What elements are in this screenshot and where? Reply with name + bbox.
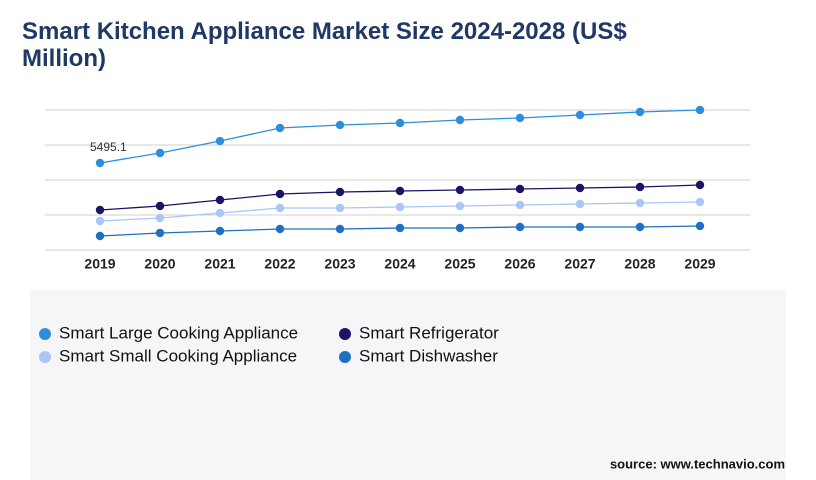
data-point xyxy=(215,226,225,236)
data-point xyxy=(95,231,105,241)
data-point xyxy=(455,115,465,125)
data-point xyxy=(155,228,165,238)
x-tick-label: 2020 xyxy=(144,256,175,272)
data-point xyxy=(635,222,645,232)
data-point xyxy=(155,148,165,158)
data-point xyxy=(455,185,465,195)
data-point xyxy=(515,200,525,210)
legend-marker xyxy=(39,351,51,363)
data-point xyxy=(395,118,405,128)
x-tick-label: 2021 xyxy=(204,256,235,272)
data-point xyxy=(215,208,225,218)
data-point xyxy=(95,158,105,168)
x-tick-label: 2022 xyxy=(264,256,295,272)
x-tick-label: 2025 xyxy=(444,256,475,272)
data-point xyxy=(575,110,585,120)
data-point xyxy=(155,213,165,223)
legend-label: Smart Small Cooking Appliance xyxy=(59,346,297,365)
legend-label: Smart Dishwasher xyxy=(359,346,498,365)
data-point xyxy=(515,113,525,123)
data-point xyxy=(275,189,285,199)
data-point xyxy=(335,203,345,213)
data-point xyxy=(695,221,705,231)
legend-marker xyxy=(339,351,351,363)
data-point xyxy=(335,224,345,234)
data-point xyxy=(515,184,525,194)
data-point xyxy=(335,187,345,197)
data-point xyxy=(695,105,705,115)
data-point xyxy=(695,180,705,190)
x-tick-label: 2019 xyxy=(84,256,115,272)
x-tick-label: 2027 xyxy=(564,256,595,272)
data-point xyxy=(695,197,705,207)
data-point xyxy=(155,201,165,211)
data-point xyxy=(215,136,225,146)
x-tick-label: 2028 xyxy=(624,256,655,272)
data-point xyxy=(275,203,285,213)
data-point xyxy=(335,120,345,130)
data-point xyxy=(455,223,465,233)
data-point xyxy=(95,216,105,226)
data-point xyxy=(395,202,405,212)
data-point xyxy=(275,123,285,133)
source: source: www.technavio.com xyxy=(610,456,785,471)
data-point xyxy=(395,186,405,196)
data-point xyxy=(635,182,645,192)
legend-marker xyxy=(39,328,51,340)
data-point xyxy=(635,198,645,208)
x-tick-label: 2024 xyxy=(384,256,415,272)
data-label: 5495.1 xyxy=(90,140,127,154)
legend-marker xyxy=(339,328,351,340)
data-point xyxy=(575,199,585,209)
x-tick-label: 2026 xyxy=(504,256,535,272)
x-tick-label: 2029 xyxy=(684,256,715,272)
data-point xyxy=(95,205,105,215)
legend-label: Smart Refrigerator xyxy=(359,323,499,342)
legend-panel xyxy=(30,290,786,480)
data-point xyxy=(515,222,525,232)
data-point xyxy=(635,107,645,117)
chart-title: Smart Kitchen Appliance Market Size 2024… xyxy=(22,18,627,72)
data-point xyxy=(215,195,225,205)
data-point xyxy=(275,224,285,234)
data-point xyxy=(395,223,405,233)
data-point xyxy=(455,201,465,211)
data-point xyxy=(575,183,585,193)
legend-label: Smart Large Cooking Appliance xyxy=(59,323,298,342)
data-point xyxy=(575,222,585,232)
x-tick-label: 2023 xyxy=(324,256,355,272)
